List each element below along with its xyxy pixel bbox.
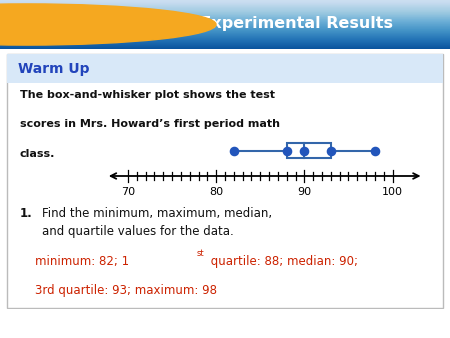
Point (327, 148, 334, 153)
Text: 1.: 1. (20, 207, 33, 219)
Text: Holt McDougal Algebra 2: Holt McDougal Algebra 2 (9, 321, 135, 330)
Text: 100: 100 (382, 187, 403, 197)
Point (283, 148, 290, 153)
Text: scores in Mrs. Howard’s first period math: scores in Mrs. Howard’s first period mat… (20, 119, 280, 129)
Text: 80: 80 (209, 187, 223, 197)
Text: class.: class. (20, 149, 55, 159)
Bar (287, 143, 331, 158)
Text: quartile: 88; median: 90;: quartile: 88; median: 90; (207, 255, 358, 268)
Text: Warm Up: Warm Up (18, 62, 89, 76)
Circle shape (0, 4, 216, 45)
Text: The box-and-whisker plot shows the test: The box-and-whisker plot shows the test (20, 90, 275, 100)
Text: Find the minimum, maximum, median,
and quartile values for the data.: Find the minimum, maximum, median, and q… (42, 207, 272, 238)
Point (371, 148, 378, 153)
Text: Copyright © by Holt Mc Dougal. All Rights Reserved.: Copyright © by Holt Mc Dougal. All Right… (239, 321, 441, 330)
Point (301, 148, 308, 153)
Text: 90: 90 (297, 187, 311, 197)
Text: 3rd quartile: 93; maximum: 98: 3rd quartile: 93; maximum: 98 (36, 284, 217, 296)
Text: minimum: 82; 1: minimum: 82; 1 (36, 255, 130, 268)
FancyBboxPatch shape (7, 54, 443, 83)
Text: st: st (196, 249, 204, 258)
Text: 70: 70 (121, 187, 135, 197)
Point (230, 148, 238, 153)
FancyBboxPatch shape (7, 54, 443, 308)
Text: Significance of Experimental Results: Significance of Experimental Results (61, 16, 393, 31)
